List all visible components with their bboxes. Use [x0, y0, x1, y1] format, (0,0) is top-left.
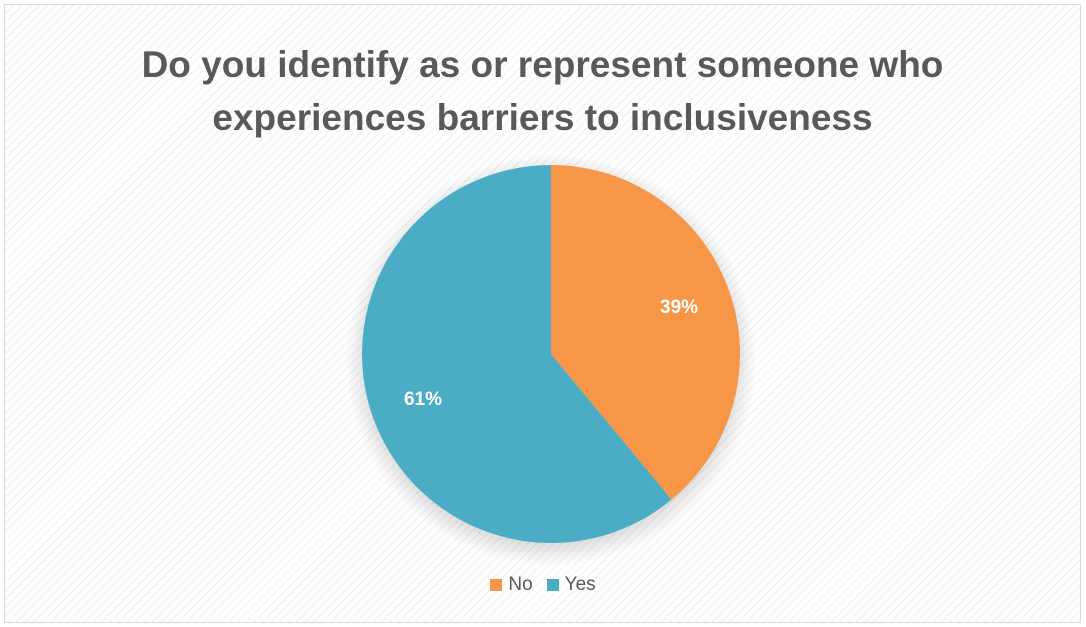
- legend-swatch-no: [490, 579, 503, 591]
- chart-title-line-1: Do you identify as or represent someone …: [141, 44, 944, 85]
- legend: No Yes: [0, 574, 1086, 596]
- legend-swatch-yes: [546, 579, 559, 591]
- legend-label-no: No: [508, 574, 533, 595]
- data-label-yes: 61%: [404, 389, 442, 410]
- pie-slice-yes: [361, 165, 672, 543]
- data-label-no: 39%: [660, 297, 698, 318]
- chart-title-line-2: experiences barriers to inclusiveness: [212, 97, 873, 138]
- legend-item-no: No: [490, 574, 533, 596]
- pie-slice-no: [551, 165, 740, 500]
- chart-title: Do you identify as or represent someone …: [5, 38, 1080, 144]
- legend-label-yes: Yes: [564, 574, 596, 595]
- legend-item-yes: Yes: [546, 574, 596, 596]
